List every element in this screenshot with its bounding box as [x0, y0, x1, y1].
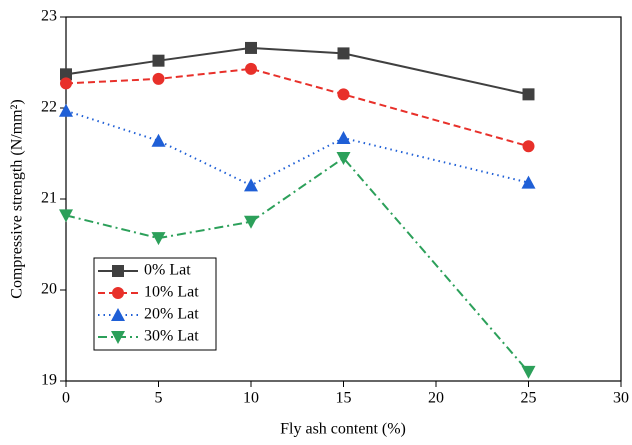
- marker: [337, 88, 350, 101]
- y-tick-label: 22: [41, 99, 57, 116]
- marker: [336, 131, 351, 145]
- marker: [244, 178, 258, 192]
- y-tick-label: 19: [41, 372, 57, 389]
- marker: [244, 215, 258, 229]
- marker: [522, 140, 535, 153]
- x-axis-title: Fly ash content (%): [280, 421, 406, 438]
- marker: [521, 365, 536, 379]
- marker: [112, 265, 124, 277]
- x-tick-label: 20: [428, 390, 444, 407]
- legend: 0% Lat 10% Lat 20% Lat 30% Lat: [93, 257, 217, 351]
- marker: [60, 68, 72, 81]
- y-tick-label: 23: [41, 8, 57, 25]
- marker: [60, 77, 72, 90]
- marker: [112, 287, 124, 299]
- marker: [59, 209, 73, 223]
- marker: [152, 54, 165, 67]
- x-tick-label: 30: [613, 390, 629, 407]
- x-tick-label: 5: [155, 390, 163, 407]
- series-line: [65, 67, 529, 148]
- marker: [336, 152, 351, 166]
- x-tick-label: 0: [62, 390, 70, 407]
- legend-label: 20% Lat: [144, 306, 199, 323]
- legend-label: 30% Lat: [144, 328, 199, 345]
- series-line: [65, 46, 529, 96]
- y-axis-title: Compressive strength (N/mm²): [9, 99, 26, 298]
- marker: [337, 47, 350, 60]
- legend-label: 10% Lat: [144, 284, 199, 301]
- x-tick-label: 15: [336, 390, 352, 407]
- marker: [151, 232, 166, 246]
- marker: [152, 72, 165, 85]
- y-tick-label: 21: [41, 190, 57, 207]
- marker: [521, 175, 536, 189]
- marker: [245, 62, 257, 75]
- x-tick-label: 10: [243, 390, 259, 407]
- series-line: [65, 156, 530, 373]
- marker: [111, 308, 125, 321]
- marker: [151, 133, 166, 147]
- y-tick-label: 20: [41, 281, 57, 298]
- marker: [59, 103, 73, 117]
- marker: [111, 331, 125, 344]
- marker: [522, 88, 535, 101]
- series-line: [65, 109, 529, 187]
- legend-label: 0% Lat: [144, 262, 191, 279]
- marker: [245, 41, 257, 54]
- x-tick-label: 25: [521, 390, 537, 407]
